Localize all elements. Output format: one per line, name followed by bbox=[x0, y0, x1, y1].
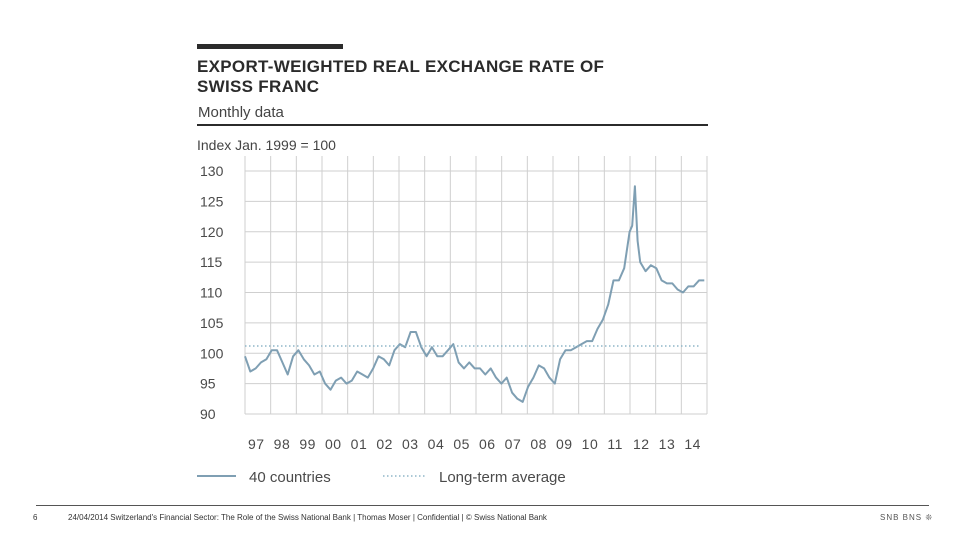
x-tick-label: 04 bbox=[428, 436, 445, 452]
y-tick-label: 130 bbox=[200, 163, 224, 179]
y-tick-label: 100 bbox=[200, 345, 224, 361]
x-tick-label: 03 bbox=[402, 436, 419, 452]
y-tick-label: 95 bbox=[200, 376, 216, 392]
x-tick-label: 09 bbox=[556, 436, 573, 452]
x-tick-label: 05 bbox=[453, 436, 470, 452]
footer-divider bbox=[36, 505, 929, 506]
chart-title-line-1: EXPORT-WEIGHTED REAL EXCHANGE RATE OF bbox=[197, 57, 605, 76]
x-tick-label: 00 bbox=[325, 436, 342, 452]
x-tick-label: 13 bbox=[659, 436, 676, 452]
snb-logo: SNB BNS ❊ bbox=[880, 513, 934, 522]
y-tick-label: 120 bbox=[200, 224, 224, 240]
chart-subtitle: Monthly data bbox=[198, 104, 284, 121]
y-tick-label: 105 bbox=[200, 315, 224, 331]
footer-page-number: 6 bbox=[33, 513, 38, 522]
x-tick-label: 99 bbox=[299, 436, 316, 452]
x-tick-label: 97 bbox=[248, 436, 265, 452]
legend-label-long-term-average: Long-term average bbox=[439, 469, 566, 486]
chart-title-line-2: SWISS FRANC bbox=[197, 77, 320, 96]
x-tick-label: 98 bbox=[274, 436, 291, 452]
header-rule bbox=[197, 124, 708, 126]
y-axis-unit-label: Index Jan. 1999 = 100 bbox=[197, 137, 336, 153]
x-tick-label: 08 bbox=[530, 436, 547, 452]
footer-text: 24/04/2014 Switzerland's Financial Secto… bbox=[68, 513, 547, 522]
chart-title: EXPORT-WEIGHTED REAL EXCHANGE RATE OF SW… bbox=[197, 57, 604, 97]
x-tick-label: 02 bbox=[376, 436, 393, 452]
x-tick-label: 01 bbox=[351, 436, 368, 452]
x-tick-label: 11 bbox=[607, 436, 623, 452]
y-tick-label: 110 bbox=[200, 285, 223, 301]
x-tick-label: 06 bbox=[479, 436, 496, 452]
x-tick-label: 14 bbox=[684, 436, 701, 452]
legend-label-40-countries: 40 countries bbox=[249, 469, 331, 486]
title-accent-bar bbox=[197, 44, 343, 49]
y-tick-label: 115 bbox=[200, 254, 223, 270]
y-tick-label: 125 bbox=[200, 193, 224, 209]
x-tick-label: 12 bbox=[633, 436, 650, 452]
series-line-40-countries bbox=[244, 185, 705, 403]
y-tick-label: 90 bbox=[200, 406, 216, 422]
x-tick-label: 07 bbox=[505, 436, 522, 452]
x-tick-label: 10 bbox=[582, 436, 599, 452]
